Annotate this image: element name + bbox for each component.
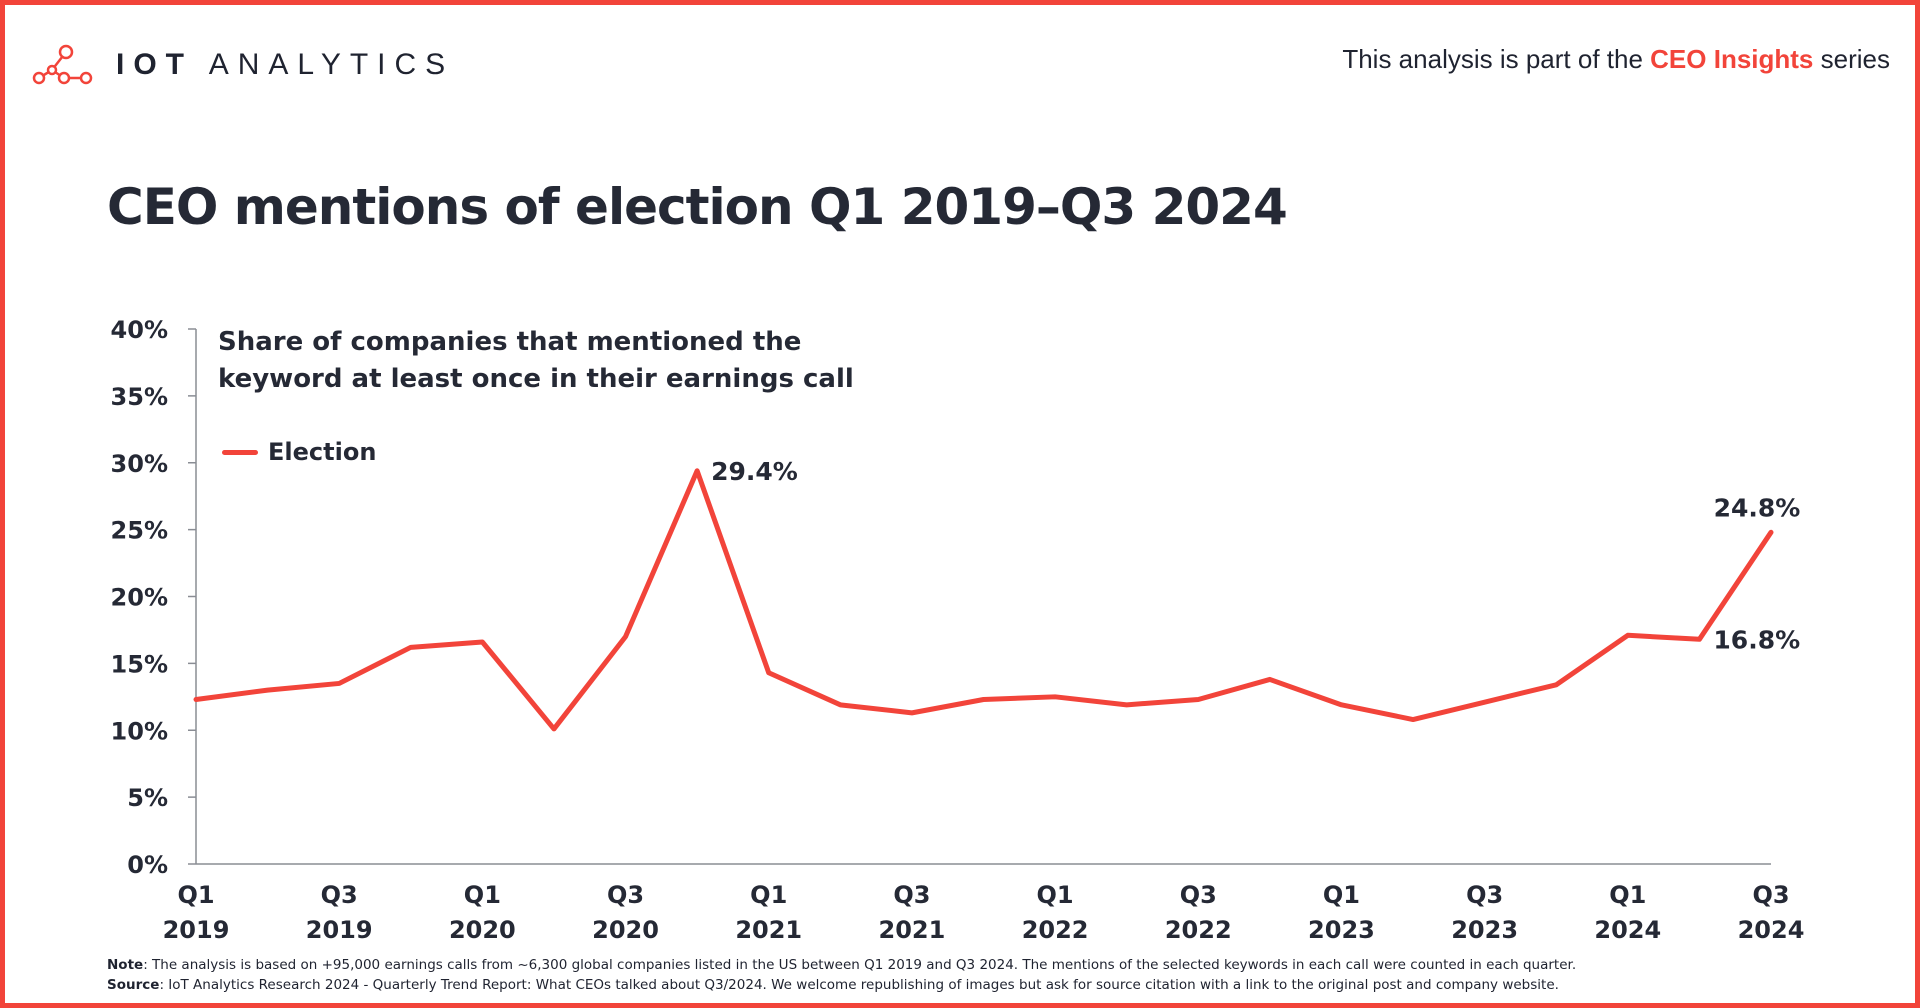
x-tick-label-year: 2019 bbox=[306, 916, 373, 944]
x-tick-label: Q1 bbox=[1323, 881, 1360, 909]
x-tick-label: Q3 bbox=[893, 881, 930, 909]
x-tick-label: Q3 bbox=[607, 881, 644, 909]
series-prefix: This analysis is part of the bbox=[1342, 44, 1643, 74]
series-suffix: series bbox=[1820, 44, 1890, 74]
legend-label-election: Election bbox=[268, 438, 377, 466]
brand-name: IOT ANALYTICS bbox=[116, 48, 454, 82]
x-tick-label-year: 2019 bbox=[163, 916, 230, 944]
source-line: Source: IoT Analytics Research 2024 - Qu… bbox=[107, 975, 1576, 995]
source-text: : IoT Analytics Research 2024 - Quarterl… bbox=[159, 977, 1559, 993]
y-tick-label: 20% bbox=[111, 584, 168, 612]
series-note: This analysis is part of the CEO Insight… bbox=[1342, 44, 1890, 75]
chart-title: CEO mentions of election Q1 2019–Q3 2024 bbox=[107, 178, 1288, 236]
y-tick-label: 5% bbox=[127, 784, 168, 812]
footer-notes: Note: The analysis is based on +95,000 e… bbox=[107, 955, 1576, 995]
x-tick-label-year: 2020 bbox=[449, 916, 516, 944]
note-text: : The analysis is based on +95,000 earni… bbox=[143, 957, 1577, 973]
source-label: Source bbox=[107, 977, 160, 993]
x-tick-label-year: 2022 bbox=[1022, 916, 1089, 944]
x-tick-label-year: 2020 bbox=[592, 916, 659, 944]
x-tick-label-year: 2024 bbox=[1738, 916, 1805, 944]
x-tick-label: Q3 bbox=[321, 881, 358, 909]
chart-subtitle: Share of companies that mentioned the ke… bbox=[218, 327, 854, 394]
brand-name-right: ANALYTICS bbox=[208, 48, 455, 81]
x-tick-label: Q3 bbox=[1180, 881, 1217, 909]
y-tick-label: 35% bbox=[111, 383, 168, 411]
data-label: 16.8% bbox=[1713, 625, 1800, 654]
brand-logo: IOT ANALYTICS bbox=[30, 40, 454, 90]
x-tick-label-year: 2021 bbox=[735, 916, 802, 944]
x-tick-label: Q1 bbox=[464, 881, 501, 909]
x-tick-label: Q1 bbox=[1037, 881, 1074, 909]
x-tick-label: Q1 bbox=[177, 881, 214, 909]
molecule-network-icon bbox=[32, 44, 93, 85]
y-tick-label: 0% bbox=[127, 851, 168, 879]
x-tick-label-year: 2022 bbox=[1165, 916, 1232, 944]
x-tick-label-year: 2023 bbox=[1308, 916, 1375, 944]
data-label: 24.8% bbox=[1714, 493, 1801, 522]
legend-swatch-election bbox=[222, 449, 258, 455]
x-tick-label: Q3 bbox=[1752, 881, 1789, 909]
brand-name-left: IOT bbox=[116, 48, 193, 81]
x-tick-label: Q3 bbox=[1466, 881, 1503, 909]
note-label: Note bbox=[107, 957, 144, 973]
chart-legend: Election bbox=[222, 438, 376, 466]
x-tick-label: Q1 bbox=[1609, 881, 1646, 909]
y-tick-label: 15% bbox=[111, 650, 168, 678]
y-tick-label: 40% bbox=[111, 316, 168, 344]
y-tick-label: 10% bbox=[111, 717, 168, 745]
x-tick-label-year: 2021 bbox=[879, 916, 946, 944]
note-line: Note: The analysis is based on +95,000 e… bbox=[107, 955, 1576, 975]
series-line-election bbox=[193, 468, 1774, 732]
x-tick-label-year: 2024 bbox=[1594, 916, 1661, 944]
series-name: CEO Insights bbox=[1650, 44, 1814, 74]
x-tick-label: Q1 bbox=[750, 881, 787, 909]
data-label: 29.4% bbox=[711, 457, 798, 486]
y-tick-label: 30% bbox=[111, 450, 168, 478]
y-tick-label: 25% bbox=[111, 517, 168, 545]
x-tick-label-year: 2023 bbox=[1451, 916, 1518, 944]
